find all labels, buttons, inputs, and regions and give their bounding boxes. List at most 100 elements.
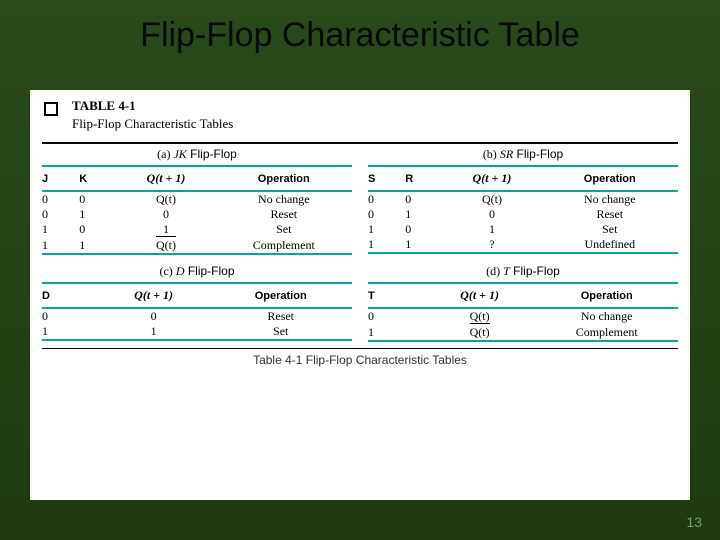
rule-teal bbox=[368, 340, 678, 342]
content-box: TABLE 4-1 Flip-Flop Characteristic Table… bbox=[30, 90, 690, 500]
table-header-row: D Q(t + 1) Operation bbox=[42, 284, 352, 307]
cell: 1 bbox=[405, 237, 442, 252]
table-number: TABLE 4-1 bbox=[72, 98, 136, 113]
cell: 0 bbox=[368, 192, 405, 207]
cell-op: Complement bbox=[216, 237, 352, 253]
table-row: 010Reset bbox=[42, 207, 352, 222]
cell-qnext: 0 bbox=[442, 207, 541, 222]
table-row: 11Q(t)Complement bbox=[42, 237, 352, 253]
cell: 1 bbox=[42, 324, 98, 339]
table-row-pair-1: (a) JK Flip-Flop J K Q(t + 1) Operation … bbox=[42, 144, 678, 255]
table-row: 00Q(t)No change bbox=[42, 192, 352, 207]
cell-op: Set bbox=[216, 222, 352, 237]
table-header-row: J K Q(t + 1) Operation bbox=[42, 167, 352, 190]
cell-qnext: 1 bbox=[116, 222, 215, 237]
cell-op: Complement bbox=[535, 324, 678, 340]
cell-qnext: ? bbox=[442, 237, 541, 252]
cell: 1 bbox=[79, 207, 116, 222]
cell: 1 bbox=[42, 222, 79, 237]
jk-table: J K Q(t + 1) Operation 00Q(t)No change01… bbox=[42, 167, 352, 253]
rule-teal bbox=[42, 339, 352, 341]
rule-teal bbox=[42, 253, 352, 255]
rule-teal bbox=[368, 252, 678, 254]
cell-qnext: Q(t) bbox=[424, 324, 536, 340]
d-body: 00Reset11Set bbox=[42, 309, 352, 339]
cell-op: Reset bbox=[216, 207, 352, 222]
col-op: Operation bbox=[209, 284, 352, 307]
slide-title: Flip-Flop Characteristic Table bbox=[0, 16, 720, 55]
col-qnext: Q(t + 1) bbox=[98, 284, 210, 307]
cell: 0 bbox=[368, 309, 424, 324]
rule-bottom bbox=[42, 348, 678, 349]
d-section: (c) D Flip-Flop D Q(t + 1) Operation 00R… bbox=[42, 261, 352, 342]
cell: 1 bbox=[42, 237, 79, 253]
col-k: K bbox=[79, 167, 116, 190]
slide: Flip-Flop Characteristic Table TABLE 4-1… bbox=[0, 0, 720, 540]
sr-title: (b) SR Flip-Flop bbox=[368, 144, 678, 165]
cell-op: Reset bbox=[542, 207, 678, 222]
cell-op: No change bbox=[542, 192, 678, 207]
cell: 0 bbox=[42, 309, 98, 324]
cell: 1 bbox=[368, 222, 405, 237]
table-row: 1Q(t)Complement bbox=[368, 324, 678, 340]
col-t: T bbox=[368, 284, 424, 307]
col-qnext: Q(t + 1) bbox=[116, 167, 215, 190]
cell-op: Set bbox=[209, 324, 352, 339]
cell-op: Undefined bbox=[542, 237, 678, 252]
cell-qnext: Q(t) bbox=[116, 237, 215, 253]
col-j: J bbox=[42, 167, 79, 190]
page-number: 13 bbox=[686, 514, 702, 530]
sr-section: (b) SR Flip-Flop S R Q(t + 1) Operation … bbox=[368, 144, 678, 255]
bullet-icon bbox=[44, 102, 58, 116]
col-s: S bbox=[368, 167, 405, 190]
cell-op: Set bbox=[542, 222, 678, 237]
table-heading: TABLE 4-1 Flip-Flop Characteristic Table… bbox=[72, 98, 678, 132]
table-row: 0Q(t)No change bbox=[368, 309, 678, 324]
col-op: Operation bbox=[542, 167, 678, 190]
cell: 0 bbox=[42, 207, 79, 222]
t-table: T Q(t + 1) Operation 0Q(t)No change1Q(t)… bbox=[368, 284, 678, 340]
jk-body: 00Q(t)No change010Reset101Set11Q(t)Compl… bbox=[42, 192, 352, 253]
table-header-row: S R Q(t + 1) Operation bbox=[368, 167, 678, 190]
cell-op: No change bbox=[535, 309, 678, 324]
table-row: 101Set bbox=[42, 222, 352, 237]
jk-section: (a) JK Flip-Flop J K Q(t + 1) Operation … bbox=[42, 144, 352, 255]
table-row-pair-2: (c) D Flip-Flop D Q(t + 1) Operation 00R… bbox=[42, 261, 678, 342]
d-title: (c) D Flip-Flop bbox=[42, 261, 352, 282]
cell: 0 bbox=[79, 222, 116, 237]
d-table: D Q(t + 1) Operation 00Reset11Set bbox=[42, 284, 352, 339]
cell-qnext: 1 bbox=[442, 222, 541, 237]
cell: 1 bbox=[405, 207, 442, 222]
tables-container: (a) JK Flip-Flop J K Q(t + 1) Operation … bbox=[42, 142, 678, 367]
cell-qnext: Q(t) bbox=[442, 192, 541, 207]
t-body: 0Q(t)No change1Q(t)Complement bbox=[368, 309, 678, 340]
cell-qnext: 1 bbox=[98, 324, 210, 339]
cell: 1 bbox=[368, 324, 424, 340]
cell-qnext: Q(t) bbox=[424, 309, 536, 324]
table-caption: Table 4-1 Flip-Flop Characteristic Table… bbox=[42, 353, 678, 367]
table-row: 010Reset bbox=[368, 207, 678, 222]
cell: 0 bbox=[368, 207, 405, 222]
col-op: Operation bbox=[216, 167, 352, 190]
t-section: (d) T Flip-Flop T Q(t + 1) Operation 0Q(… bbox=[368, 261, 678, 342]
col-qnext: Q(t + 1) bbox=[442, 167, 541, 190]
col-qnext: Q(t + 1) bbox=[424, 284, 536, 307]
sr-body: 00Q(t)No change010Reset101Set11?Undefine… bbox=[368, 192, 678, 252]
table-subtitle: Flip-Flop Characteristic Tables bbox=[72, 116, 678, 132]
col-d: D bbox=[42, 284, 98, 307]
col-op: Operation bbox=[535, 284, 678, 307]
table-row: 00Reset bbox=[42, 309, 352, 324]
cell: 0 bbox=[42, 192, 79, 207]
cell-qnext: 0 bbox=[98, 309, 210, 324]
cell: 1 bbox=[368, 237, 405, 252]
table-row: 101Set bbox=[368, 222, 678, 237]
cell: 0 bbox=[405, 192, 442, 207]
t-title: (d) T Flip-Flop bbox=[368, 261, 678, 282]
jk-title: (a) JK Flip-Flop bbox=[42, 144, 352, 165]
cell-op: Reset bbox=[209, 309, 352, 324]
cell-op: No change bbox=[216, 192, 352, 207]
sr-table: S R Q(t + 1) Operation 00Q(t)No change01… bbox=[368, 167, 678, 252]
table-row: 11Set bbox=[42, 324, 352, 339]
cell-qnext: Q(t) bbox=[116, 192, 215, 207]
cell: 0 bbox=[79, 192, 116, 207]
